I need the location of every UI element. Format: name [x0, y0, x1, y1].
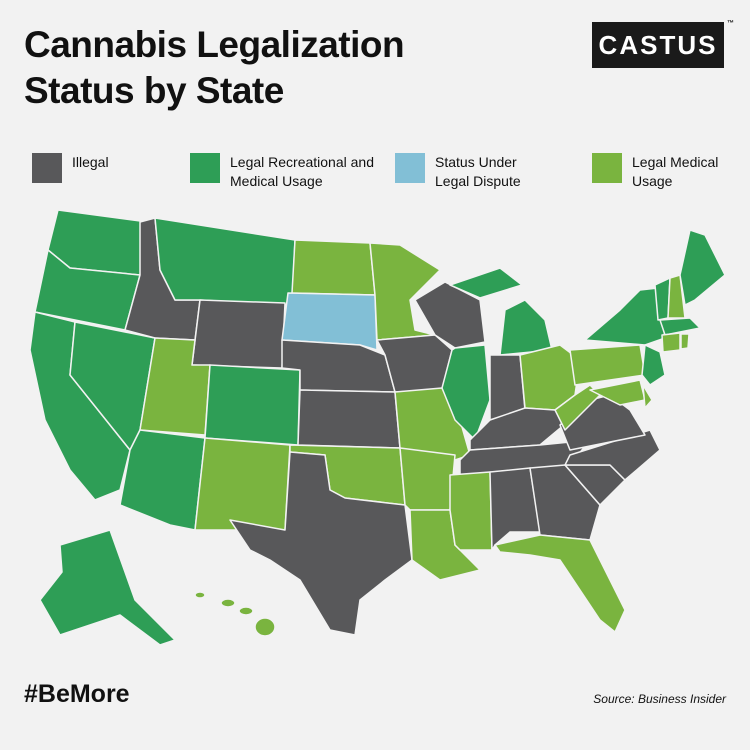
- legend-label: Status Under Legal Dispute: [435, 154, 521, 189]
- state: [254, 617, 276, 637]
- legend-swatch: [395, 153, 425, 183]
- state: [680, 333, 690, 350]
- legend-swatch: [592, 153, 622, 183]
- state: [414, 281, 486, 349]
- legend-swatch: [32, 153, 62, 183]
- state: [441, 344, 491, 441]
- state: [399, 447, 456, 511]
- state: [449, 267, 523, 299]
- state: [494, 534, 626, 633]
- state: [642, 384, 653, 409]
- legend-item: Legal Recreational and Medical Usage: [190, 153, 375, 191]
- state: [204, 364, 301, 446]
- state: [584, 287, 666, 346]
- legend-item: Legal Medical Usage: [592, 153, 742, 191]
- source: Source: Business Insider: [593, 692, 726, 706]
- legend-swatch: [190, 153, 220, 183]
- state: [291, 239, 376, 296]
- state: [569, 344, 646, 386]
- logo: CASTUS ™: [592, 20, 734, 68]
- state: [641, 344, 666, 386]
- state: [564, 429, 661, 481]
- legend-label: Legal Medical Usage: [632, 154, 719, 189]
- logo-text: CASTUS: [598, 29, 718, 60]
- state: [154, 217, 296, 306]
- trademark: ™: [727, 20, 734, 27]
- state: [194, 591, 206, 599]
- state: [369, 242, 441, 341]
- hashtag: #BeMore: [24, 680, 130, 708]
- state: [297, 389, 401, 449]
- state: [119, 429, 206, 531]
- state: [449, 471, 493, 551]
- state: [39, 529, 176, 646]
- legend-label: Illegal: [72, 154, 109, 170]
- state: [659, 317, 701, 336]
- state: [191, 299, 286, 369]
- state: [229, 451, 413, 636]
- state: [194, 437, 291, 531]
- title: Cannabis Legalization Status by State: [24, 24, 405, 111]
- legend-label: Legal Recreational and Medical Usage: [230, 154, 374, 189]
- legend-item: Illegal: [32, 153, 152, 183]
- state: [661, 332, 681, 353]
- state: [220, 598, 236, 608]
- state: [238, 606, 254, 616]
- legend-item: Status Under Legal Dispute: [395, 153, 545, 191]
- state: [281, 292, 378, 351]
- state: [529, 464, 601, 541]
- state: [679, 229, 726, 306]
- state: [499, 299, 553, 356]
